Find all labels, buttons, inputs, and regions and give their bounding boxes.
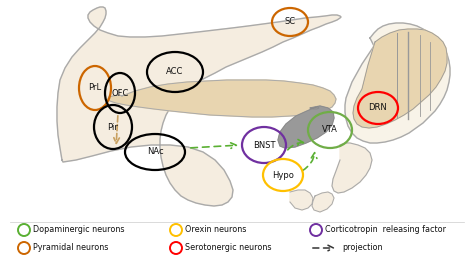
Text: BNST: BNST bbox=[253, 140, 275, 149]
Text: PrL: PrL bbox=[89, 83, 101, 92]
Polygon shape bbox=[332, 143, 372, 193]
Text: ACC: ACC bbox=[166, 68, 184, 77]
Text: SC: SC bbox=[284, 17, 296, 26]
Polygon shape bbox=[290, 190, 313, 210]
Text: Serotonergic neurons: Serotonergic neurons bbox=[185, 243, 272, 252]
Polygon shape bbox=[108, 80, 336, 117]
Text: Orexin neurons: Orexin neurons bbox=[185, 225, 246, 234]
Text: Hypo: Hypo bbox=[272, 171, 294, 180]
Text: Corticotropin  releasing factor: Corticotropin releasing factor bbox=[325, 225, 446, 234]
Polygon shape bbox=[345, 23, 450, 143]
Polygon shape bbox=[57, 7, 341, 206]
Text: OFC: OFC bbox=[111, 88, 128, 97]
Polygon shape bbox=[312, 192, 334, 212]
Polygon shape bbox=[278, 106, 334, 148]
Polygon shape bbox=[353, 29, 447, 128]
Text: VTA: VTA bbox=[322, 125, 338, 134]
Text: Pir: Pir bbox=[108, 122, 118, 131]
Text: NAc: NAc bbox=[146, 148, 164, 157]
Text: Pyramidal neurons: Pyramidal neurons bbox=[33, 243, 109, 252]
Text: projection: projection bbox=[342, 243, 383, 252]
Text: DRN: DRN bbox=[369, 103, 387, 112]
Text: Dopaminergic neurons: Dopaminergic neurons bbox=[33, 225, 125, 234]
